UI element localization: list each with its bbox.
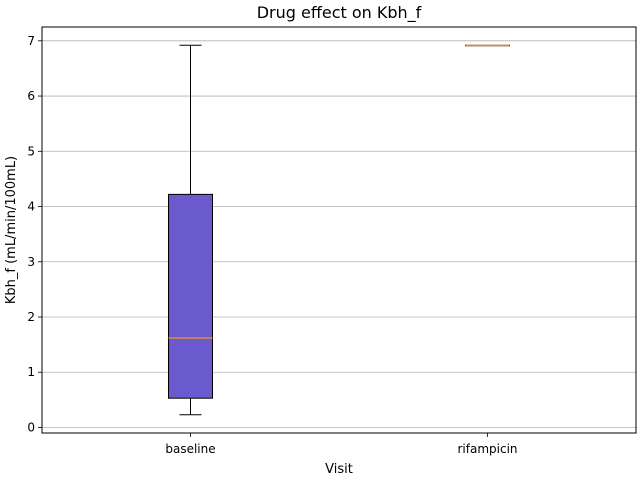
box-iqr (168, 193, 213, 399)
box-group (465, 44, 510, 47)
box-plots (168, 44, 510, 416)
chart-title: Drug effect on Kbh_f (257, 3, 422, 23)
y-tick-label: 1 (27, 365, 35, 379)
x-tick-label: baseline (165, 442, 215, 456)
x-tick-label: rifampicin (457, 442, 517, 456)
y-tick-label: 3 (27, 255, 35, 269)
plot-background (42, 27, 636, 433)
plot-frame (41, 26, 637, 434)
y-tick-label: 4 (27, 200, 35, 214)
x-axis-label: Visit (325, 462, 353, 477)
y-axis-label: Kbh_f (mL/min/100mL) (4, 156, 19, 304)
y-tick-label: 5 (27, 144, 35, 158)
grid-lines (42, 40, 636, 428)
y-tick-label: 7 (27, 34, 35, 48)
x-axis: baseline rifampicin (165, 433, 518, 456)
box-group (168, 44, 213, 416)
y-tick-label: 6 (27, 89, 35, 103)
y-axis: 0 1 2 3 4 5 6 7 (27, 34, 42, 434)
y-tick-label: 2 (27, 310, 35, 324)
y-tick-label: 0 (27, 420, 35, 434)
